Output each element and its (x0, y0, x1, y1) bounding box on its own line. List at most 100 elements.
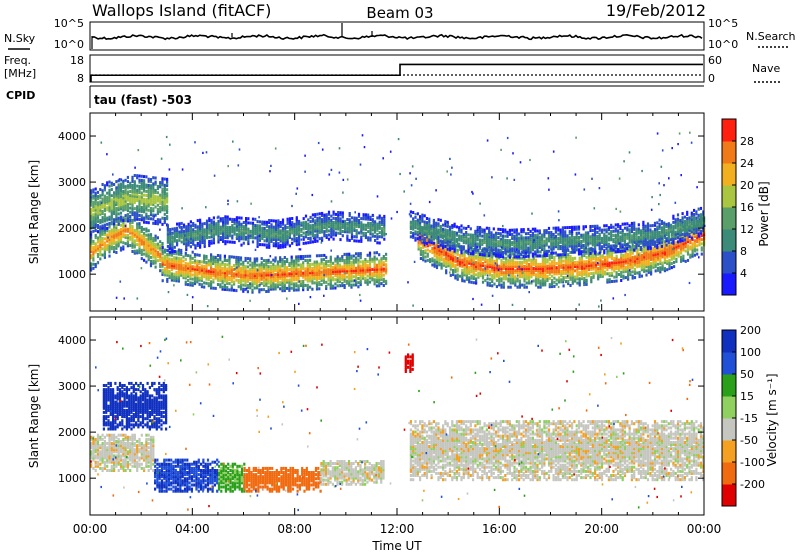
power-cell (446, 222, 449, 226)
power-cell (364, 270, 367, 274)
power-cell (498, 281, 501, 285)
power-cell (187, 268, 190, 272)
power-cell (334, 259, 337, 263)
power-cell (122, 219, 125, 222)
power-cell (136, 251, 139, 255)
power-cell (159, 218, 162, 222)
power-cell (442, 251, 445, 255)
power-cell (256, 230, 259, 234)
power-cell (249, 229, 252, 233)
power-cell (253, 261, 256, 265)
power-cell (131, 220, 134, 224)
power-cell (419, 217, 422, 221)
power-cell (235, 268, 238, 272)
power-cell (484, 279, 487, 282)
power-cell (315, 277, 319, 281)
power-cell (108, 195, 111, 198)
power-cell (176, 235, 179, 239)
power-cell (283, 285, 286, 288)
power-cell (281, 233, 285, 236)
power-cell (604, 266, 607, 270)
power-cell (154, 238, 157, 242)
power-cell (99, 238, 102, 242)
power-cell (270, 239, 273, 243)
power-cell (180, 271, 183, 275)
power-cell (314, 223, 317, 227)
power-cell (645, 273, 648, 277)
power-cell (439, 243, 442, 247)
power-cell (145, 185, 148, 189)
power-cell (253, 280, 256, 284)
power-cell (444, 234, 447, 238)
power-cell (359, 270, 362, 274)
power-cell (613, 279, 616, 283)
power-cell (180, 232, 183, 236)
power-cell (284, 236, 287, 240)
power-cell (367, 226, 370, 229)
power-cell (163, 271, 167, 275)
power-cell (371, 220, 374, 224)
power-cell (256, 224, 259, 228)
power-cell (341, 267, 344, 271)
power-cell (468, 253, 471, 257)
power-cell (219, 236, 222, 239)
power-cell (680, 255, 683, 259)
power-cell (238, 235, 241, 239)
power-cell (677, 246, 680, 250)
power-cell (336, 280, 339, 284)
power-cell (279, 274, 282, 278)
power-cell (168, 257, 171, 261)
power-cell (152, 194, 155, 198)
power-cell (269, 269, 273, 273)
power-cell (463, 256, 466, 260)
power-cell (191, 267, 194, 271)
power-cell (341, 225, 344, 229)
power-cell (371, 272, 374, 276)
power-cell (680, 245, 683, 249)
power-cell (462, 226, 465, 230)
power-cell (414, 238, 417, 242)
power-cell (416, 237, 419, 241)
power-cell (505, 269, 508, 273)
power-cell (99, 208, 102, 212)
power-cell (140, 185, 143, 189)
power-cell (90, 222, 93, 226)
power-cell (210, 282, 213, 286)
power-cell (343, 271, 346, 275)
power-cell (129, 237, 132, 241)
power-cell (673, 244, 676, 248)
power-cell (203, 266, 206, 270)
power-cell (198, 272, 201, 276)
power-cell (453, 233, 456, 237)
power-cell (686, 246, 690, 250)
power-cell (96, 252, 100, 256)
power-cell (539, 269, 542, 273)
power-cell (355, 256, 358, 260)
power-cell (488, 283, 491, 287)
power-cell (288, 221, 291, 225)
power-cell (189, 283, 192, 287)
power-cell (302, 271, 305, 275)
power-cell (344, 224, 347, 227)
power-cell (677, 250, 680, 254)
power-cell (276, 266, 279, 270)
power-cell (414, 220, 417, 223)
power-cell (465, 273, 468, 277)
power-cell (348, 230, 351, 234)
power-cell (235, 218, 238, 222)
power-cell (94, 222, 97, 226)
power-cell (265, 243, 268, 247)
power-cell (315, 254, 319, 258)
power-cell (196, 272, 199, 276)
power-cell (458, 254, 462, 257)
power-cell (145, 216, 148, 220)
power-cell (371, 218, 374, 222)
power-cell (290, 274, 293, 278)
power-cell (256, 236, 259, 240)
power-cell (518, 267, 521, 270)
power-cell (537, 265, 540, 268)
power-cell (180, 228, 183, 232)
power-cell (295, 232, 298, 236)
power-cell (353, 235, 356, 239)
power-cell (115, 251, 118, 254)
